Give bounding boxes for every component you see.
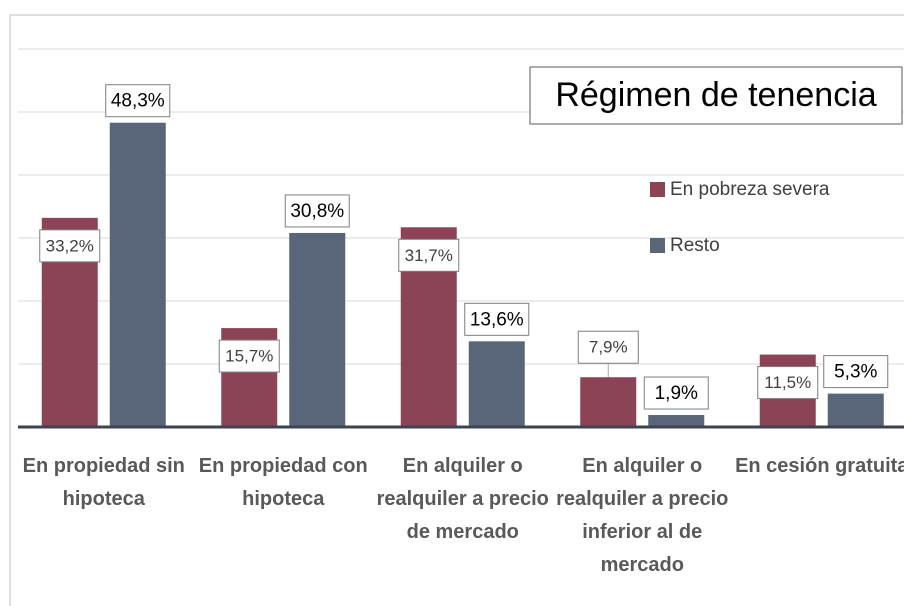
chart-frame — [9, 14, 904, 606]
value-label: 15,7% — [225, 347, 273, 366]
bar — [580, 377, 637, 427]
value-label-box — [757, 366, 819, 400]
value-label: 33,2% — [46, 236, 94, 255]
legend-swatch — [650, 238, 665, 253]
x-tick-label: En propiedad con hipoteca — [198, 455, 368, 510]
value-label: 5,3% — [834, 362, 877, 383]
value-label: 1,9% — [655, 383, 698, 404]
value-label: 30,8% — [290, 201, 344, 222]
x-tick-label: En propiedad sin hipoteca — [22, 455, 185, 510]
bar — [648, 415, 705, 427]
bar — [827, 393, 884, 427]
value-label-box — [39, 229, 101, 263]
bar — [109, 122, 166, 428]
value-label-box — [577, 330, 639, 364]
x-tick-label: En cesión gratuita — [735, 455, 904, 477]
title-box — [529, 66, 903, 125]
chart-title: Régimen de tenencia — [555, 76, 876, 114]
value-label: 31,7% — [405, 246, 453, 265]
value-label-box — [105, 84, 171, 118]
value-label-box — [643, 376, 709, 410]
value-label-box — [284, 194, 350, 228]
value-label: 11,5% — [764, 373, 811, 392]
value-label: 7,9% — [589, 338, 628, 357]
legend-label: En pobreza severa — [670, 179, 830, 200]
x-tick-label: En alquiler o realquiler a precio de mer… — [376, 455, 549, 543]
value-label-box — [218, 339, 280, 373]
bar — [289, 232, 346, 427]
legend-swatch — [650, 182, 665, 197]
value-label: 48,3% — [111, 91, 165, 112]
legend-label: Resto — [670, 235, 720, 256]
bar — [468, 341, 525, 427]
value-label: 13,6% — [470, 309, 524, 330]
x-tick-label: En alquiler o realquiler a precio inferi… — [556, 455, 729, 576]
value-label-box — [823, 355, 889, 389]
value-label-box — [464, 302, 530, 336]
value-label-box — [398, 238, 460, 272]
